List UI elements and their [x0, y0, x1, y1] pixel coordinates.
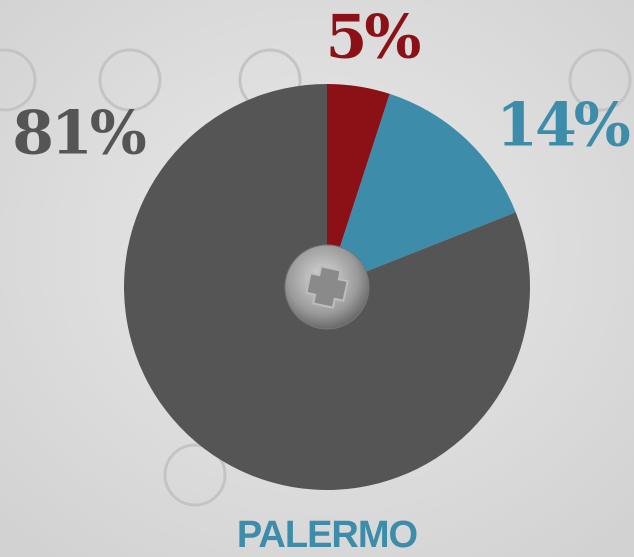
- pie-slice: [327, 84, 390, 287]
- pie-slice: [327, 93, 516, 288]
- chart-title: PALERMO: [237, 514, 417, 556]
- value-label: 14%: [496, 91, 629, 161]
- center-screw: [284, 244, 370, 330]
- value-label: 5%: [326, 3, 421, 73]
- value-label: 81%: [12, 99, 145, 169]
